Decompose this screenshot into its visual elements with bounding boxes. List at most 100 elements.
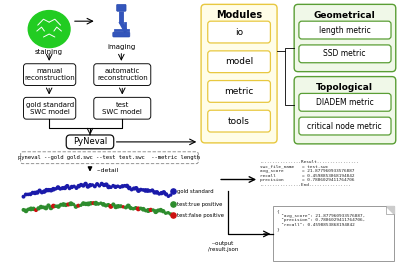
FancyBboxPatch shape	[273, 206, 394, 261]
FancyBboxPatch shape	[208, 81, 270, 102]
Point	[162, 211, 169, 215]
Point	[163, 192, 169, 196]
Point	[135, 207, 142, 211]
Point	[68, 202, 74, 206]
Point	[55, 204, 62, 209]
Point	[142, 209, 149, 213]
FancyBboxPatch shape	[113, 32, 130, 37]
Point	[98, 201, 104, 205]
Point	[105, 203, 112, 207]
Point	[64, 184, 70, 188]
Point	[92, 184, 98, 188]
Text: DIADEM metric: DIADEM metric	[316, 98, 373, 107]
Point	[117, 185, 123, 189]
Point	[132, 206, 139, 210]
Point	[101, 183, 107, 187]
Point	[133, 186, 140, 190]
Text: staining: staining	[35, 49, 63, 55]
Point	[161, 190, 167, 195]
Text: {
  "avg_score": 21.877960933576887,
  "precision": 0.7886029411764706,
  "recal: { "avg_score": 21.877960933576887, "prec…	[276, 209, 365, 232]
Point	[147, 189, 153, 193]
Point	[165, 211, 172, 215]
Point	[131, 187, 137, 191]
Point	[152, 190, 158, 195]
Point	[170, 189, 176, 193]
Point	[46, 188, 52, 192]
Point	[32, 191, 38, 195]
Point	[83, 202, 89, 206]
Point	[126, 186, 132, 190]
Point	[60, 186, 66, 190]
Point	[138, 206, 144, 210]
Point	[80, 201, 86, 206]
Point	[170, 213, 176, 217]
Point	[152, 210, 159, 214]
Point	[73, 186, 80, 190]
Text: gold standard
SWC model: gold standard SWC model	[26, 102, 74, 115]
Point	[142, 188, 149, 193]
Point	[43, 206, 49, 210]
FancyBboxPatch shape	[299, 94, 391, 111]
Point	[108, 204, 114, 209]
Point	[80, 183, 86, 188]
Point	[48, 188, 54, 192]
Point	[50, 204, 57, 208]
FancyBboxPatch shape	[294, 77, 396, 144]
FancyBboxPatch shape	[94, 97, 151, 119]
Point	[100, 202, 106, 206]
Point	[95, 202, 102, 206]
Point	[25, 207, 32, 211]
Text: test:false positive: test:false positive	[177, 213, 224, 218]
Point	[53, 204, 59, 208]
Point	[90, 201, 96, 205]
FancyBboxPatch shape	[208, 51, 270, 73]
Point	[65, 202, 72, 206]
Text: Topological: Topological	[316, 83, 373, 92]
Point	[94, 182, 100, 186]
Point	[150, 208, 156, 212]
Point	[70, 202, 77, 206]
Point	[154, 190, 160, 195]
Point	[69, 185, 75, 189]
Point	[93, 201, 99, 205]
Point	[122, 184, 128, 188]
Point	[36, 188, 43, 193]
Point	[85, 202, 92, 206]
Ellipse shape	[28, 11, 70, 48]
Point	[140, 207, 146, 211]
Point	[89, 183, 96, 187]
Point	[145, 208, 152, 213]
Text: test:true positive: test:true positive	[177, 202, 223, 207]
Text: tools: tools	[228, 117, 250, 126]
Point	[144, 188, 151, 193]
Point	[85, 184, 91, 189]
Point	[60, 202, 67, 207]
Point	[33, 208, 39, 212]
Text: Geometrical: Geometrical	[314, 11, 375, 20]
Point	[55, 186, 61, 190]
Point	[124, 184, 130, 188]
Point	[78, 183, 84, 187]
Point	[115, 204, 122, 209]
Point	[76, 184, 82, 188]
Point	[41, 189, 48, 194]
Text: imaging: imaging	[107, 44, 136, 50]
Point	[112, 185, 119, 189]
Point	[119, 184, 126, 188]
Point	[135, 188, 142, 193]
Point	[52, 187, 59, 191]
FancyBboxPatch shape	[24, 97, 76, 119]
Polygon shape	[386, 206, 394, 214]
Point	[158, 191, 165, 195]
Point	[66, 186, 73, 191]
FancyBboxPatch shape	[94, 64, 151, 86]
Point	[82, 182, 89, 186]
Text: model: model	[225, 57, 253, 66]
Point	[156, 192, 162, 196]
Point	[30, 191, 36, 195]
Text: ................Result................
swc_file_name   = test.swc
avg_score     : ................Result................ s…	[260, 160, 360, 187]
Point	[38, 205, 44, 209]
Point	[20, 195, 27, 199]
FancyBboxPatch shape	[208, 110, 270, 132]
FancyBboxPatch shape	[208, 21, 270, 43]
